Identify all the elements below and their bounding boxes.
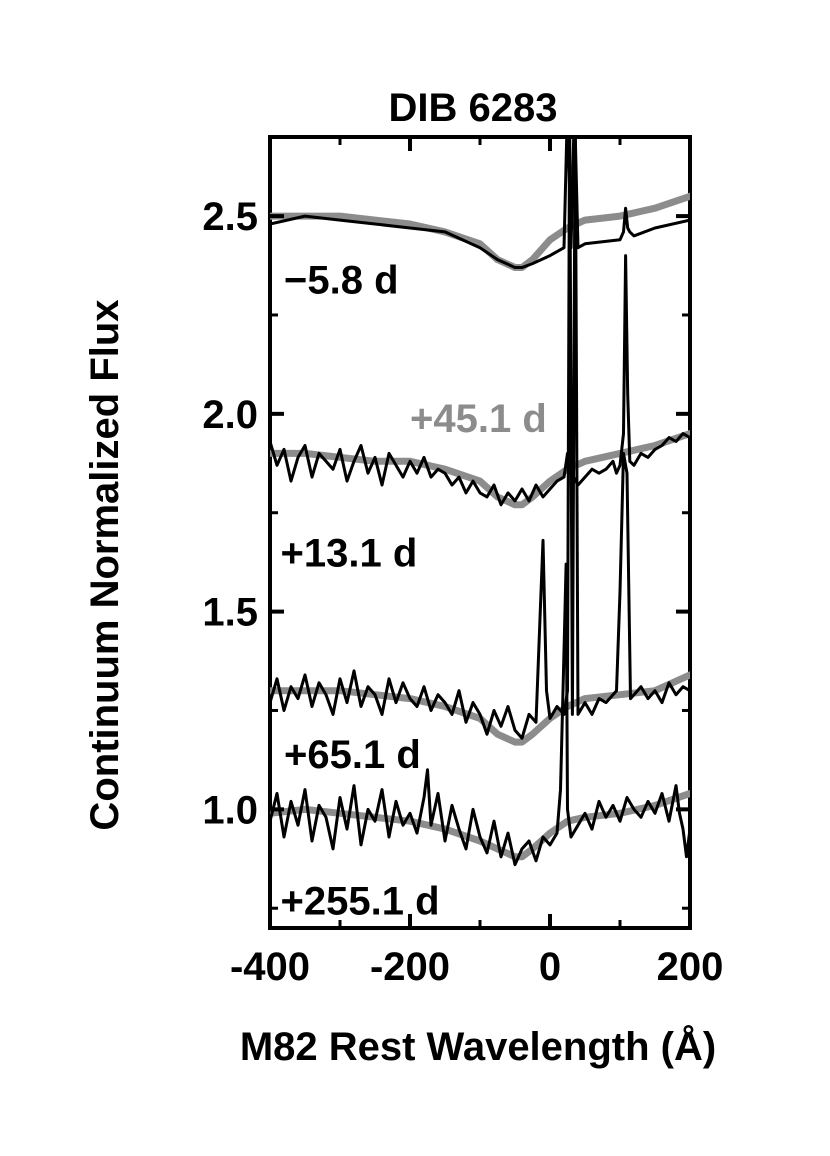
y-tick-label: 2.0 — [202, 393, 258, 437]
series-layer — [270, 137, 690, 867]
y-tick-label: 1.5 — [202, 591, 258, 635]
epoch-label: +255.1 d — [281, 879, 440, 923]
epoch-label: +65.1 d — [284, 733, 421, 777]
x-tick-label: -400 — [230, 945, 310, 989]
epoch-label: +13.1 d — [281, 531, 418, 575]
observed-line-3 — [270, 254, 690, 507]
chart-title: DIB 6283 — [389, 86, 558, 130]
tick-layer: 1.0 1.5 2.0 2.5 -400 -200 0 200 — [202, 137, 723, 989]
x-tick-label: -200 — [370, 945, 450, 989]
epoch-label: +45.1 d — [410, 397, 547, 441]
epoch-label: −5.8 d — [284, 258, 399, 302]
y-axis-label: Continuum Normalized Flux — [83, 299, 127, 830]
x-axis-label: M82 Rest Wavelength (Å) — [240, 1024, 716, 1069]
y-tick-label: 2.5 — [202, 195, 258, 239]
observed-line-1 — [270, 137, 690, 269]
template-line-4 — [270, 671, 690, 746]
y-tick-label: 1.0 — [202, 788, 258, 832]
observed-line-5 — [270, 137, 690, 740]
epoch-label-layer: −5.8 d +45.1 d +13.1 d +65.1 d +255.1 d — [281, 258, 547, 923]
x-tick-label: 0 — [539, 945, 561, 989]
observed-line-7 — [270, 562, 690, 867]
x-tick-label: 200 — [657, 945, 724, 989]
